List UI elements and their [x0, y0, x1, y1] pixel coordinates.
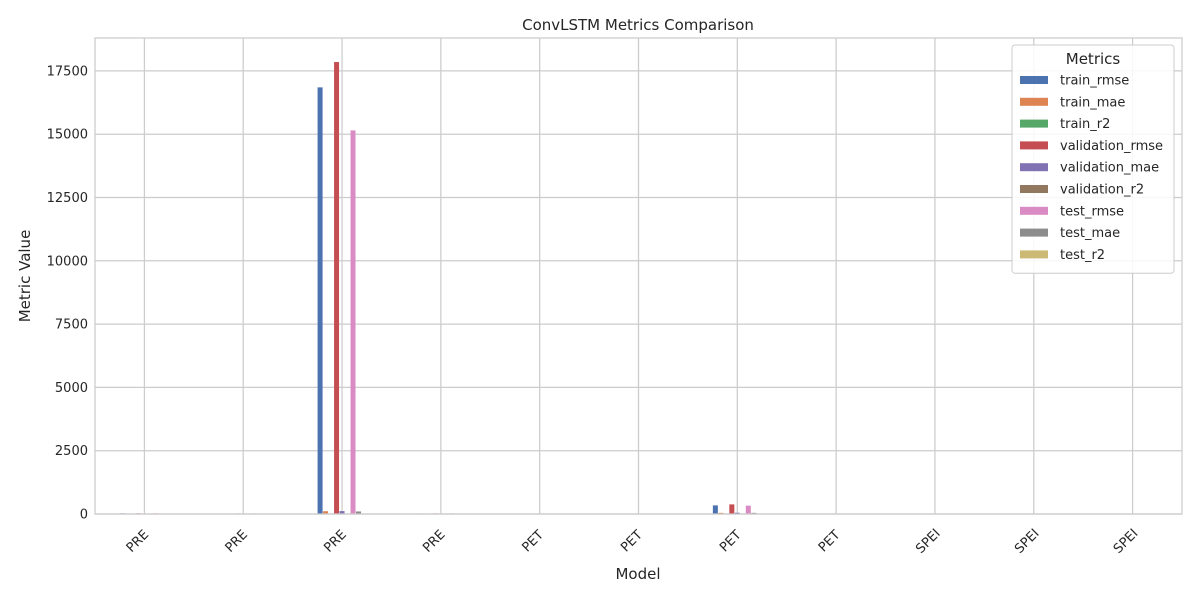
- legend-swatch-train_rmse: [1020, 76, 1048, 84]
- legend-swatch-validation_r2: [1020, 185, 1048, 193]
- legend-title: Metrics: [1066, 50, 1121, 68]
- legend-label-train_mae: train_mae: [1060, 95, 1125, 110]
- y-tick-label: 12500: [47, 191, 88, 206]
- legend-label-validation_mae: validation_mae: [1060, 161, 1159, 176]
- chart-title: ConvLSTM Metrics Comparison: [522, 16, 754, 34]
- legend-label-train_r2: train_r2: [1060, 117, 1110, 132]
- legend-swatch-test_r2: [1020, 250, 1048, 258]
- y-tick-label: 17500: [47, 64, 88, 79]
- bar-validation_rmse: [729, 504, 734, 514]
- y-tick-label: 7500: [55, 318, 88, 333]
- legend-label-validation_r2: validation_r2: [1060, 183, 1144, 198]
- legend-label-test_mae: test_mae: [1060, 226, 1120, 241]
- legend: Metrics train_rmse train_mae train_r2valid…: [1012, 45, 1174, 273]
- legend-swatch-test_rmse: [1020, 207, 1048, 215]
- legend-label-test_r2: test_r2: [1060, 248, 1105, 263]
- bar-test_rmse: [746, 506, 751, 514]
- legend-swatch-train_mae: [1020, 98, 1048, 106]
- bar-validation_rmse: [334, 62, 339, 514]
- y-tick-label: 2500: [55, 444, 88, 459]
- y-tick-label: 15000: [47, 128, 88, 143]
- y-axis-title: Metric Value: [16, 230, 34, 323]
- y-tick-label: 10000: [47, 254, 88, 269]
- legend-swatch-validation_rmse: [1020, 141, 1048, 149]
- legend-label-train_rmse: train_rmse: [1060, 74, 1129, 89]
- y-tick-label: 5000: [55, 381, 88, 396]
- legend-label-test_rmse: test_rmse: [1060, 204, 1124, 219]
- legend-swatch-validation_mae: [1020, 163, 1048, 171]
- legend-label-validation_rmse: validation_rmse: [1060, 139, 1163, 154]
- bar-test_rmse: [351, 130, 356, 514]
- legend-swatch-test_mae: [1020, 229, 1048, 237]
- legend-swatch-train_r2: [1020, 120, 1048, 128]
- y-tick-label: 0: [80, 508, 88, 523]
- x-axis-title: Model: [615, 565, 660, 583]
- bar-train_rmse: [713, 505, 718, 514]
- bar-train_rmse: [318, 87, 323, 514]
